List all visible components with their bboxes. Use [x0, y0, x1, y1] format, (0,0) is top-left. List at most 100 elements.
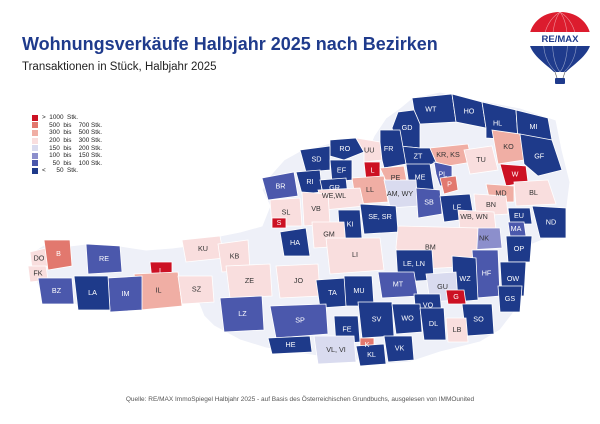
legend-swatch	[32, 160, 38, 167]
district-label: SP	[295, 315, 305, 324]
district-label: L	[371, 165, 375, 174]
legend-swatch	[32, 152, 38, 159]
district-label: VK	[395, 343, 405, 352]
legend-swatch	[32, 167, 38, 174]
district-label: MT	[393, 279, 404, 288]
district-region	[415, 187, 443, 219]
legend-item: 500 bis 700 Stk.	[32, 122, 102, 130]
legend-label: 200 bis 300 Stk.	[42, 137, 103, 145]
district-label: IL	[156, 285, 162, 294]
district-label: BZ	[52, 286, 62, 295]
legend-swatch	[32, 137, 38, 144]
district-region	[411, 93, 457, 125]
district-label: KU	[198, 244, 208, 253]
district-label: KB	[230, 251, 240, 260]
district-label: AM, WY	[387, 189, 414, 198]
district-label: LI	[352, 250, 358, 259]
district-label: S	[277, 218, 282, 227]
district-label: ZE	[245, 276, 254, 285]
district-label: GD	[402, 123, 413, 132]
district-label: BR	[276, 181, 286, 190]
district-region	[219, 295, 265, 333]
district-label: LL	[366, 185, 374, 194]
district-region	[505, 235, 533, 263]
district-label: EU	[514, 211, 524, 220]
district-label: ZT	[414, 152, 423, 161]
remax-balloon-logo: RE/MAX	[529, 12, 591, 84]
legend-swatch	[32, 114, 38, 121]
district-label: LA	[88, 288, 97, 297]
legend-item: 150 bis 200 Stk.	[32, 144, 102, 152]
district-label: GS	[505, 294, 516, 303]
legend-item: 100 bis 150 Stk.	[32, 152, 102, 160]
district-label: WO	[401, 313, 414, 322]
district-label: I	[159, 266, 161, 275]
legend-label: 150 bis 200 Stk.	[42, 144, 103, 152]
district-region	[325, 237, 385, 275]
district-region	[177, 275, 215, 305]
district-region	[497, 285, 523, 313]
district-label: HA	[290, 238, 300, 247]
legend-item: 300 bis 500 Stk.	[32, 129, 102, 137]
district-region	[513, 179, 557, 207]
district-label: DL	[429, 319, 438, 328]
district-label: PE	[391, 173, 401, 182]
legend-label: < 50 Stk.	[42, 167, 79, 175]
district-region	[267, 335, 313, 355]
district-region	[445, 317, 469, 343]
district-label: RO	[339, 144, 350, 153]
district-label: LE, LN	[403, 259, 425, 268]
district-label: HL	[493, 119, 502, 128]
district-label: ME	[415, 172, 426, 181]
district-label: FK	[33, 268, 42, 277]
district-label: SV	[372, 314, 382, 323]
district-label: GF	[534, 152, 545, 161]
district-label: OP	[514, 244, 525, 253]
district-label: SO	[473, 314, 484, 323]
legend-label: 500 bis 700 Stk.	[42, 121, 103, 129]
district-label: KI	[347, 219, 354, 228]
legend-item: > 1000 Stk.	[32, 114, 102, 122]
district-label: JO	[294, 276, 304, 285]
district-label: WE,WL	[322, 191, 346, 200]
district-region	[507, 207, 533, 225]
district-label: WT	[425, 105, 437, 114]
district-label: KL	[367, 350, 376, 359]
district-label: EF	[337, 165, 347, 174]
district-label: RE	[99, 254, 109, 263]
district-label: SL	[282, 207, 291, 216]
legend-item: 200 bis 300 Stk.	[32, 137, 102, 145]
district-label: HF	[482, 268, 492, 277]
district-label: TA	[328, 288, 337, 297]
district-label: HE	[286, 340, 296, 349]
district-label: MU	[353, 286, 364, 295]
district-label: NK	[479, 233, 489, 242]
district-label: WB, WN	[460, 212, 488, 221]
legend-label: > 1000 Stk.	[42, 114, 79, 122]
district-label: DO	[34, 253, 45, 262]
district-label: LB	[453, 325, 462, 334]
district-region	[299, 145, 331, 173]
district-label: LZ	[238, 309, 247, 318]
district-label: KR, KS	[436, 150, 460, 159]
district-label: IM	[122, 289, 130, 298]
district-label: OW	[507, 274, 520, 283]
district-label: BM	[425, 243, 436, 252]
district-label: GR	[329, 183, 340, 192]
district-label: LF	[453, 202, 462, 211]
page-subtitle: Transaktionen in Stück, Halbjahr 2025	[22, 61, 217, 73]
legend-item: 50 bis 100 Stk.	[32, 160, 102, 168]
district-label: ND	[546, 217, 556, 226]
district-label: SE, SR	[368, 212, 392, 221]
district-label: FR	[384, 144, 394, 153]
district-label: UU	[364, 146, 374, 155]
district-label: VO	[423, 300, 434, 309]
source-note: Quelle: RE/MAX ImmoSpiegel Halbjahr 2025…	[125, 396, 475, 403]
district-region	[261, 171, 299, 201]
district-label: MD	[495, 188, 506, 197]
district-label: BL	[529, 188, 538, 197]
district-label: PL	[438, 169, 447, 178]
district-label: G	[453, 292, 459, 301]
district-region	[85, 243, 123, 275]
district-region	[279, 227, 311, 257]
